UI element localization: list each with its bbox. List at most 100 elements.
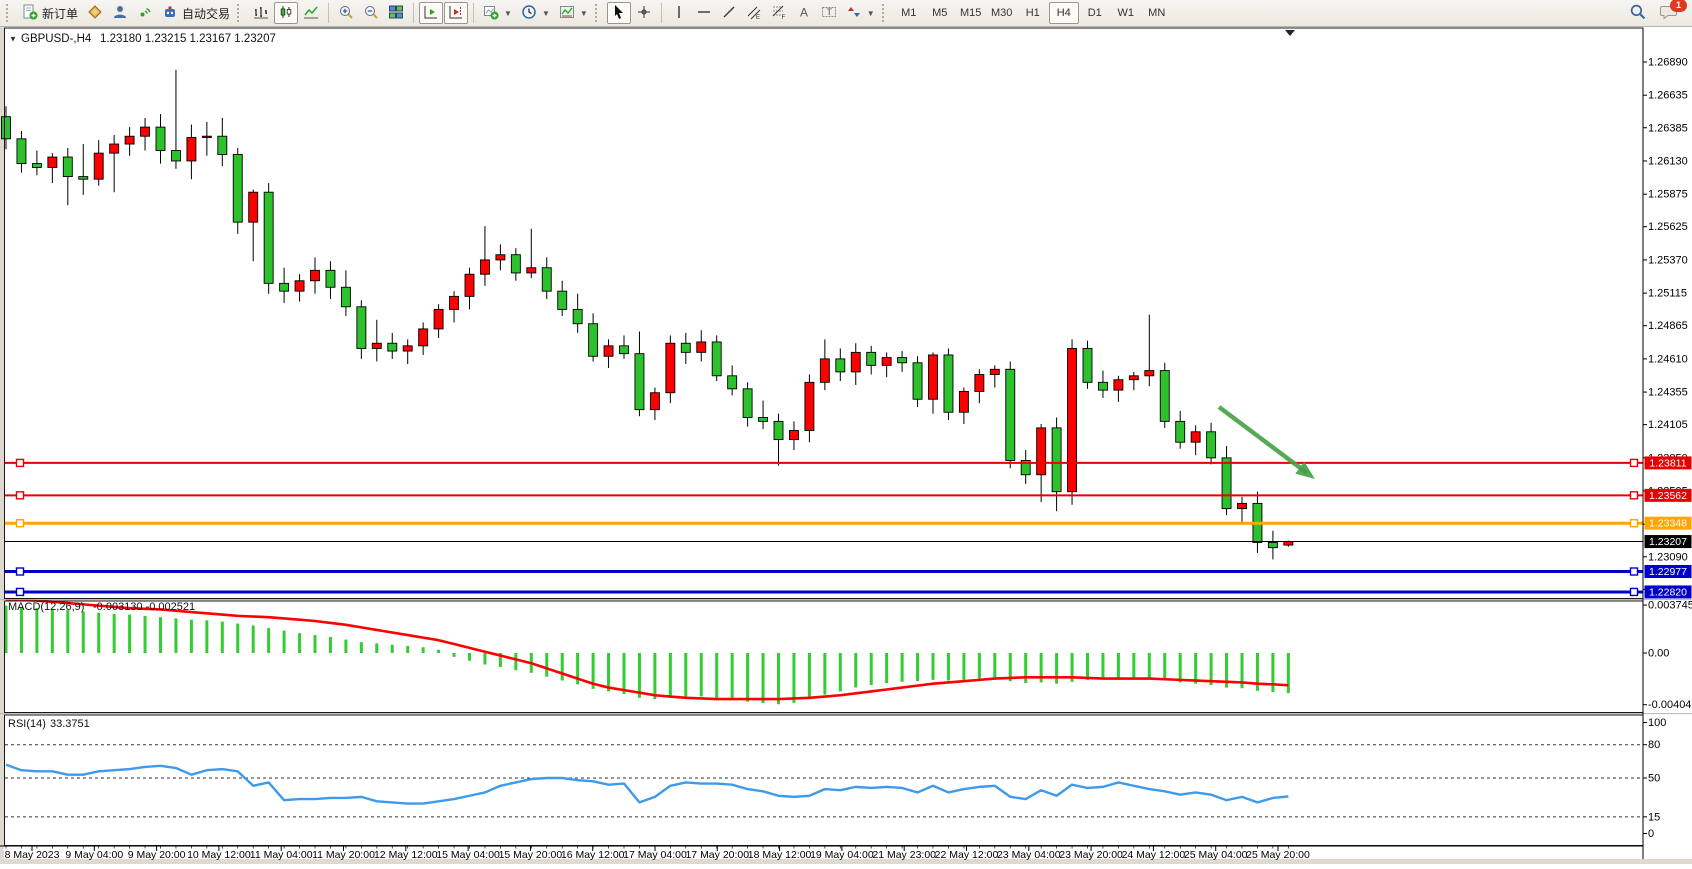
chart-shift-marker[interactable] (1285, 30, 1295, 36)
tab-timeframe-d1[interactable]: D1 (1080, 2, 1110, 24)
text-label-tool-button[interactable]: T (817, 2, 841, 24)
horizontal-line-icon (696, 4, 712, 23)
svg-text:15 May 04:00: 15 May 04:00 (436, 849, 500, 861)
svg-text:1.26130: 1.26130 (1648, 155, 1688, 167)
toolbar-drag-handle[interactable] (594, 4, 602, 22)
tab-timeframe-h1[interactable]: H1 (1018, 2, 1048, 24)
chart-shift-button[interactable] (444, 2, 469, 24)
svg-text:23 May 04:00: 23 May 04:00 (997, 849, 1061, 861)
svg-text:1.24355: 1.24355 (1648, 387, 1688, 399)
vertical-line-tool-button[interactable] (667, 2, 691, 24)
svg-text:12 May 12:00: 12 May 12:00 (374, 849, 438, 861)
svg-text:16 May 12:00: 16 May 12:00 (561, 849, 625, 861)
community-profile-button[interactable] (108, 2, 132, 24)
toolbar-drag-handle[interactable] (237, 4, 244, 22)
svg-text:1.23562: 1.23562 (1649, 490, 1687, 502)
line-drag-handle[interactable] (1629, 491, 1639, 500)
svg-text:1.26385: 1.26385 (1648, 122, 1688, 134)
signals-button[interactable] (133, 2, 157, 24)
notifications-button[interactable]: 1 (1656, 0, 1687, 24)
trendline-icon (721, 4, 737, 23)
arrows-tool-button[interactable]: ▼ (842, 2, 879, 24)
trendline-tool-button[interactable] (717, 2, 741, 24)
zoom-in-button[interactable] (334, 2, 358, 24)
svg-text:21 May 23:00: 21 May 23:00 (872, 849, 936, 861)
line-drag-handle[interactable] (15, 567, 25, 576)
zoom-out-button[interactable] (359, 2, 383, 24)
macd-indicator-values: -0.003130 -0.002521 (93, 601, 195, 613)
horizontal-line[interactable] (5, 587, 1643, 597)
svg-text:F: F (781, 15, 785, 20)
horizontal-line-tool-button[interactable] (692, 2, 716, 24)
chart-window: 1.26890 1.26635 1.26385 1.26130 1.25875 1.256… (0, 27, 1692, 864)
bar-chart-mode-button[interactable] (249, 2, 273, 24)
tab-timeframe-m1[interactable]: M1 (894, 2, 924, 24)
line-drag-handle[interactable] (15, 587, 25, 597)
fibonacci-tool-button[interactable]: F (767, 2, 791, 24)
indicators-button[interactable]: ▼ (479, 2, 516, 24)
line-drag-handle[interactable] (15, 518, 25, 528)
vertical-line-icon (671, 4, 687, 23)
line-drag-handle[interactable] (1629, 567, 1639, 576)
dropdown-caret-icon: ▼ (541, 8, 550, 18)
autotrading-button[interactable]: 自动交易 (158, 2, 234, 24)
tile-windows-button[interactable] (384, 2, 408, 24)
text-tool-button[interactable]: A (792, 2, 816, 24)
one-click-trading-collapse-icon[interactable]: ▼ (9, 35, 17, 44)
price-axis-label: 1.22820 (1644, 585, 1692, 599)
periods-button[interactable]: ▼ (517, 2, 554, 24)
svg-text:17 May 20:00: 17 May 20:00 (685, 849, 749, 861)
candlestick-mode-button[interactable] (274, 2, 299, 24)
svg-text:1.22977: 1.22977 (1649, 566, 1687, 578)
svg-text:11 May 04:00: 11 May 04:00 (250, 849, 313, 861)
auto-scroll-icon (423, 4, 439, 23)
search-icon (1629, 3, 1646, 23)
svg-text:15: 15 (1648, 811, 1660, 823)
horizontal-line[interactable] (5, 518, 1643, 528)
horizontal-line[interactable] (5, 458, 1643, 468)
svg-text:1.26635: 1.26635 (1648, 90, 1688, 102)
mql5-market-button[interactable] (83, 2, 107, 24)
cursor-tool-button[interactable] (606, 2, 631, 24)
line-drag-handle[interactable] (1629, 458, 1639, 468)
new-order-button[interactable]: 新订单 (18, 2, 82, 24)
line-drag-handle[interactable] (15, 491, 25, 500)
search-button[interactable] (1625, 2, 1650, 24)
svg-text:9 May 04:00: 9 May 04:00 (65, 849, 123, 861)
main-chart[interactable]: 1.26890 1.26635 1.26385 1.26130 1.25875 1.256… (0, 27, 1692, 864)
line-chart-mode-button[interactable] (299, 2, 323, 24)
svg-text:17 May 04:00: 17 May 04:00 (623, 849, 687, 861)
equidistant-channel-tool-button[interactable]: E (742, 2, 766, 24)
line-drag-handle[interactable] (1629, 587, 1639, 597)
svg-text:1.23811: 1.23811 (1649, 457, 1686, 469)
tab-timeframe-m30[interactable]: M30 (987, 2, 1017, 24)
toolbar-drag-handle[interactable] (881, 4, 889, 22)
macd-indicator-label: MACD(12,26,9) (8, 601, 84, 613)
svg-text:0.003745: 0.003745 (1648, 600, 1692, 612)
tab-timeframe-m5[interactable]: M5 (925, 2, 955, 24)
line-drag-handle[interactable] (1629, 518, 1639, 528)
horizontal-line[interactable] (5, 491, 1643, 500)
trend-arrow-annotation[interactable] (1217, 405, 1315, 479)
notification-count-badge: 1 (1670, 0, 1687, 12)
candlestick-series[interactable] (1, 69, 1294, 560)
time-axis[interactable]: 8 May 2023 9 May 04:00 9 May 20:00 10 May 1… (0, 845, 1643, 861)
templates-button[interactable]: ▼ (555, 2, 592, 24)
tab-timeframe-h4[interactable]: H4 (1048, 2, 1079, 24)
fibonacci-icon: F (771, 4, 787, 23)
crosshair-tool-button[interactable] (632, 2, 656, 24)
price-axis-label: 1.22977 (1644, 565, 1692, 579)
auto-scroll-button[interactable] (419, 2, 444, 24)
line-drag-handle[interactable] (15, 458, 25, 468)
svg-text:1.26890: 1.26890 (1648, 57, 1688, 69)
svg-text:24 May 12:00: 24 May 12:00 (1122, 849, 1186, 861)
crosshair-icon (636, 4, 652, 23)
tab-timeframe-mn[interactable]: MN (1142, 2, 1172, 24)
horizontal-line[interactable] (5, 567, 1643, 576)
text-label-icon: T (821, 4, 837, 23)
toolbar-drag-handle[interactable] (6, 4, 13, 22)
tab-timeframe-m15[interactable]: M15 (956, 2, 986, 24)
rsi-indicator-label: RSI(14) (8, 718, 46, 730)
svg-text:1.24865: 1.24865 (1648, 320, 1688, 332)
tab-timeframe-w1[interactable]: W1 (1111, 2, 1141, 24)
